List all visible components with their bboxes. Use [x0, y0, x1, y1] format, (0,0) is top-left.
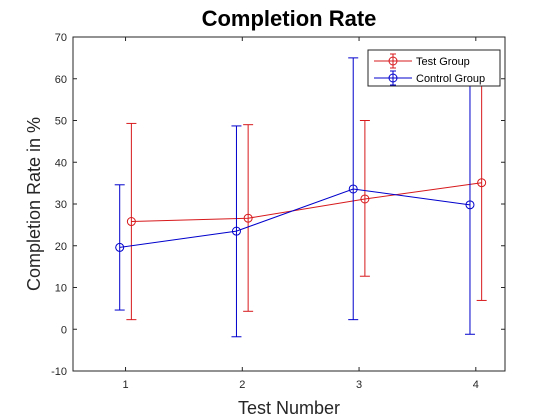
x-tick-label: 2 [239, 379, 245, 391]
legend-label: Control Group [416, 73, 485, 85]
legend-marker [388, 73, 398, 83]
legend-marker [388, 56, 398, 66]
y-tick-label: 10 [55, 283, 67, 295]
y-tick-label: 60 [55, 74, 67, 86]
y-tick-label: 0 [61, 324, 67, 336]
x-tick-label: 4 [473, 379, 479, 391]
y-tick-label: 70 [55, 32, 67, 44]
y-axis-label: Completion Rate in % [24, 117, 44, 291]
series-test-group [126, 69, 487, 321]
y-tick-label: -10 [51, 366, 67, 378]
legend: Test Group Control Group [367, 49, 501, 87]
y-tick-label: 20 [55, 241, 67, 253]
x-axis: 1 2 3 4 [122, 37, 479, 391]
y-axis: -10 0 10 20 30 40 50 60 70 [51, 32, 505, 378]
series-line [119, 188, 471, 248]
data-point [465, 200, 475, 210]
plot-area [72, 36, 506, 372]
x-tick-label: 1 [122, 379, 128, 391]
data-point [477, 178, 487, 188]
data-point [115, 242, 125, 252]
chart-title: Completion Rate [202, 6, 377, 31]
data-point [243, 213, 253, 223]
data-point [231, 226, 241, 236]
data-point [126, 217, 136, 227]
series-line [131, 182, 482, 223]
y-tick-label: 50 [55, 116, 67, 128]
y-tick-label: 30 [55, 199, 67, 211]
x-tick-label: 3 [356, 379, 362, 391]
x-axis-label: Test Number [238, 398, 340, 418]
legend-label: Test Group [416, 56, 470, 68]
data-point [348, 184, 358, 194]
y-tick-label: 40 [55, 157, 67, 169]
data-point [360, 194, 370, 204]
